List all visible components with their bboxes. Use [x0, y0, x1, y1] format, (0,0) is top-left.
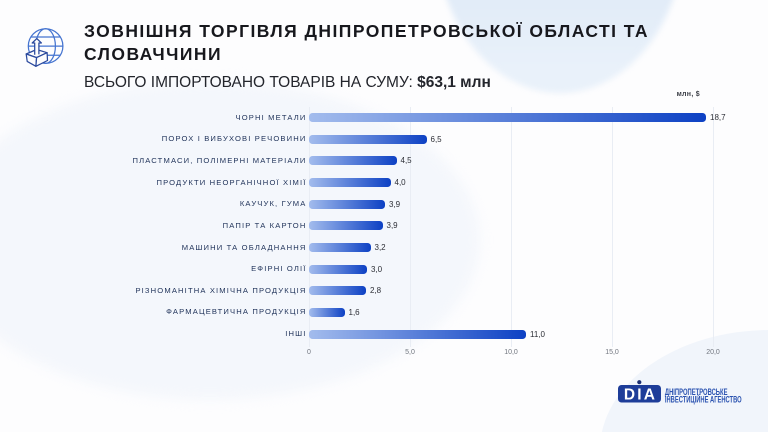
- svg-text:ІНВЕСТИЦІЙНЕ АГЕНСТВО: ІНВЕСТИЦІЙНЕ АГЕНСТВО: [665, 394, 742, 405]
- svg-text:ДНІПРОПЕТРОВСЬКЕ: ДНІПРОПЕТРОВСЬКЕ: [665, 387, 728, 397]
- svg-text:DIA: DIA: [624, 386, 657, 403]
